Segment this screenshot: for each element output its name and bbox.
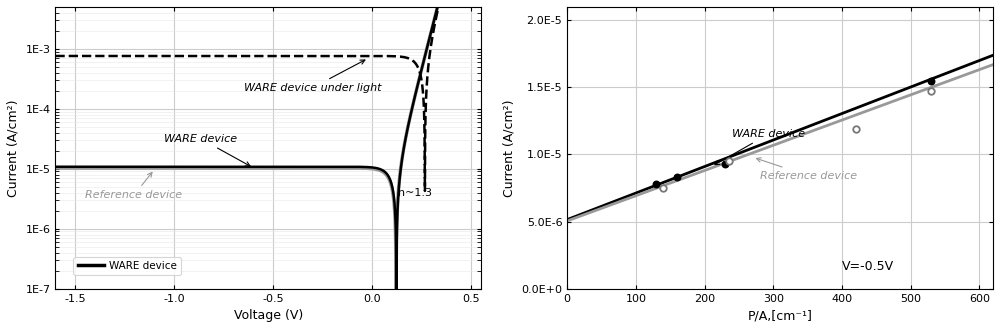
Point — [648, 181, 664, 187]
Y-axis label: Current (A/cm²): Current (A/cm²) — [503, 99, 516, 196]
Text: WARE device under light: WARE device under light — [244, 60, 381, 93]
Point — [923, 78, 939, 83]
Text: n~1.3: n~1.3 — [398, 188, 432, 198]
Text: WARE device: WARE device — [164, 134, 250, 166]
X-axis label: Voltage (V): Voltage (V) — [234, 309, 303, 322]
Point — [721, 159, 737, 164]
Text: Reference device: Reference device — [85, 172, 182, 200]
Legend: WARE device: WARE device — [73, 257, 181, 275]
X-axis label: P/A,[cm⁻¹]: P/A,[cm⁻¹] — [748, 309, 813, 322]
Text: Reference device: Reference device — [756, 158, 857, 181]
Point — [655, 186, 671, 191]
Point — [669, 175, 685, 180]
Point — [717, 161, 733, 166]
Point — [848, 126, 864, 132]
Text: WARE device: WARE device — [715, 129, 805, 164]
Text: V=-0.5V: V=-0.5V — [842, 260, 894, 273]
Y-axis label: Current (A/cm²): Current (A/cm²) — [7, 99, 20, 196]
Point — [923, 89, 939, 94]
